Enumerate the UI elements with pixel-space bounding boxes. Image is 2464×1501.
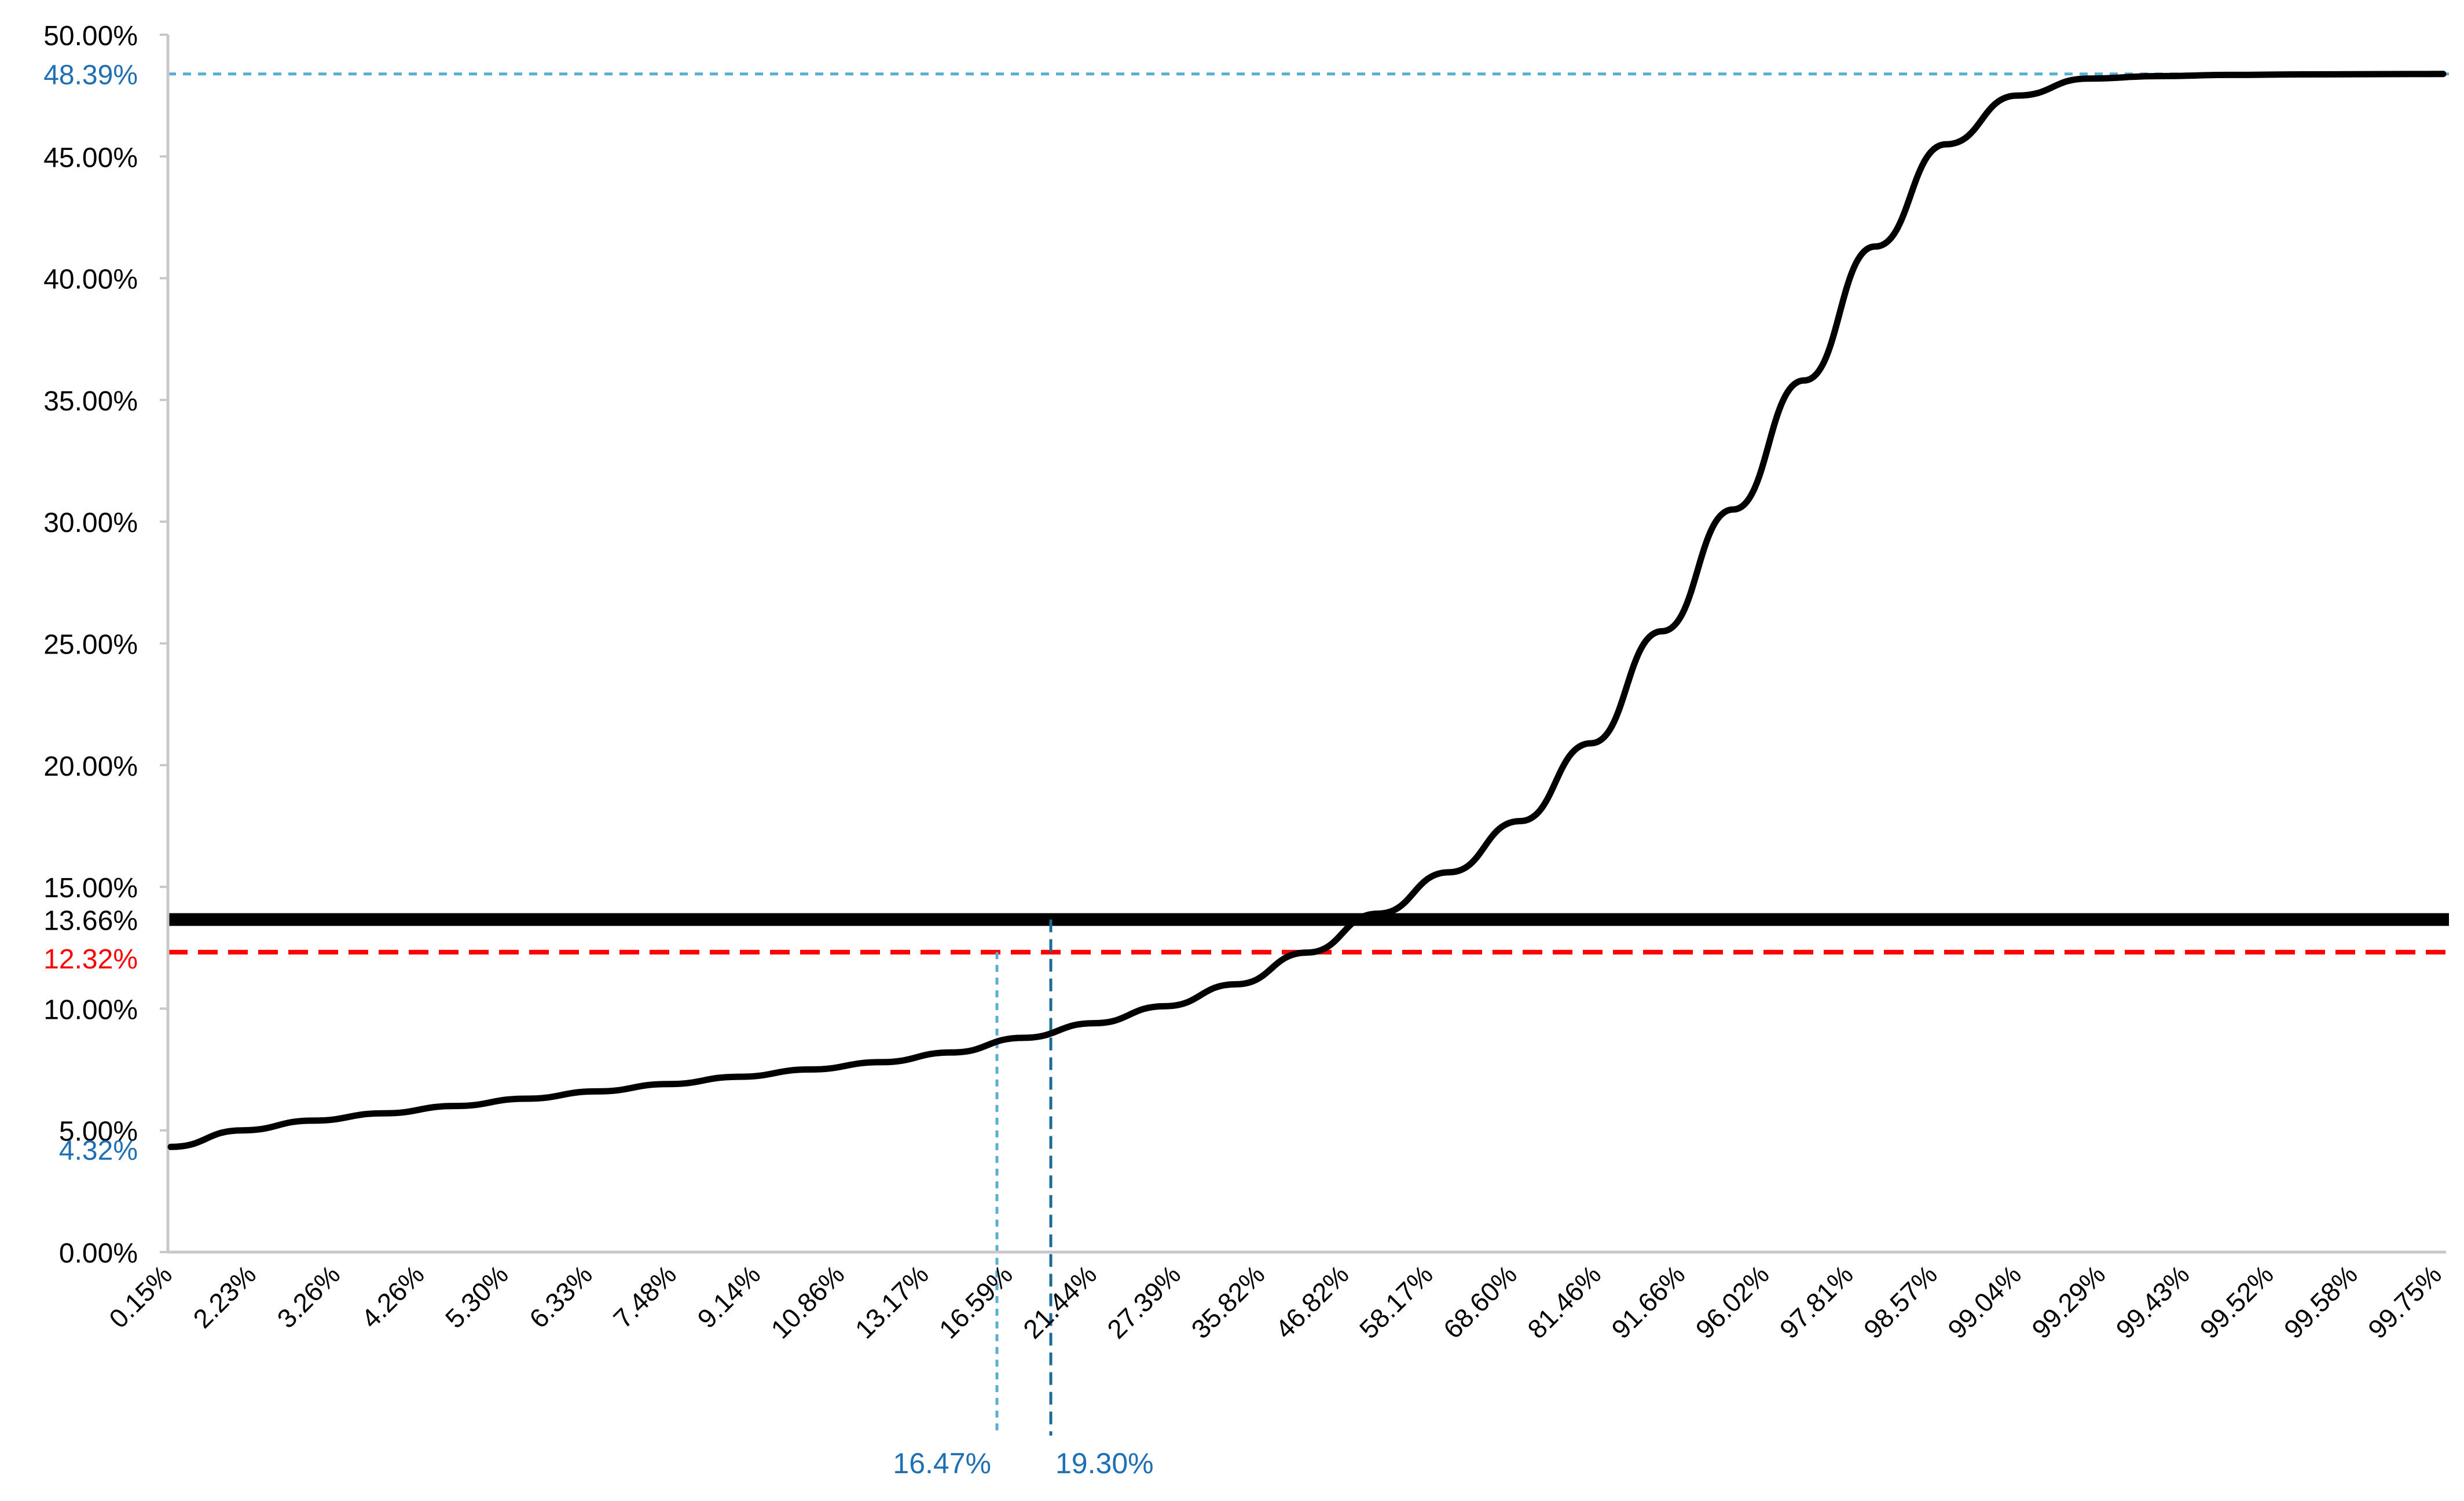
x-tick-label: 7.48% (607, 1259, 682, 1334)
reference-lines (168, 72, 2449, 1436)
x-tick-label: 10.86% (765, 1259, 850, 1344)
x-tick-label: 3.26% (271, 1259, 346, 1334)
x-tick-label: 35.82% (1185, 1259, 1270, 1344)
y-tick-label: 0.00% (59, 1238, 138, 1269)
vertical-marker-label: 19.30% (1055, 1447, 1154, 1480)
x-tick-label: 46.82% (1270, 1259, 1355, 1344)
x-tick-label: 9.14% (691, 1259, 766, 1334)
y-tick-labels: 0.00% 5.00% 10.00% 15.00% 20.00% 25.00% 30.00%… (43, 21, 168, 1269)
vertical-marker-label: 16.47% (893, 1447, 991, 1480)
reference-line-label: 12.32% (43, 944, 138, 975)
x-tick-label: 99.58% (2278, 1259, 2363, 1344)
x-tick-label: 27.39% (1101, 1259, 1186, 1344)
x-tick-label: 4.26% (355, 1259, 430, 1334)
x-tick-label: 5.30% (439, 1259, 514, 1334)
x-tick-label: 97.81% (1774, 1259, 1859, 1344)
x-tick-label: 99.75% (2362, 1259, 2447, 1344)
annotation-label: 4.32% (59, 1135, 138, 1166)
y-tick-label: 5.00% (59, 1117, 138, 1147)
x-tick-label: 0.15% (103, 1259, 178, 1334)
y-tick-label: 40.00% (43, 265, 138, 295)
y-tick-label: 35.00% (43, 386, 138, 417)
y-tick-label: 15.00% (43, 873, 138, 904)
y-tick-label: 50.00% (43, 21, 138, 52)
x-tick-label: 16.59% (933, 1259, 1018, 1344)
reference-line-label: 48.39% (43, 60, 138, 91)
x-tick-label: 6.33% (523, 1259, 598, 1334)
x-tick-label: 99.29% (2026, 1259, 2111, 1344)
axes (166, 35, 2446, 1254)
x-tick-label: 2.23% (187, 1259, 262, 1334)
x-tick-label: 68.60% (1438, 1259, 1523, 1344)
x-tick-label: 96.02% (1690, 1259, 1775, 1344)
x-tick-label: 13.17% (849, 1259, 934, 1344)
y-tick-label: 20.00% (43, 751, 138, 782)
series-group (167, 71, 2447, 1150)
x-tick-label: 98.57% (1858, 1259, 1943, 1344)
annotations: 13.66% 12.32% 48.39% 16.47% 19.30% 4.32% (43, 60, 1153, 1480)
series-line (167, 71, 2447, 1150)
reference-line-label: 13.66% (43, 905, 138, 936)
x-tick-label: 91.66% (1605, 1259, 1691, 1344)
y-tick-label: 30.00% (43, 508, 138, 538)
x-tick-label: 58.17% (1354, 1259, 1439, 1344)
x-tick-label: 99.52% (2194, 1259, 2279, 1344)
x-tick-label: 81.46% (1521, 1259, 1607, 1344)
y-tick-label: 25.00% (43, 630, 138, 660)
x-tick-label: 99.04% (1942, 1259, 2027, 1344)
x-tick-label: 21.44% (1017, 1259, 1102, 1344)
y-tick-label: 45.00% (43, 142, 138, 173)
x-tick-label: 99.43% (2110, 1259, 2195, 1344)
y-tick-label: 10.00% (43, 994, 138, 1025)
x-tick-labels: 0.15% 2.23% 3.26% 4.26% 5.30% 6.33% 7.48% 9.14%… (103, 1259, 2447, 1344)
